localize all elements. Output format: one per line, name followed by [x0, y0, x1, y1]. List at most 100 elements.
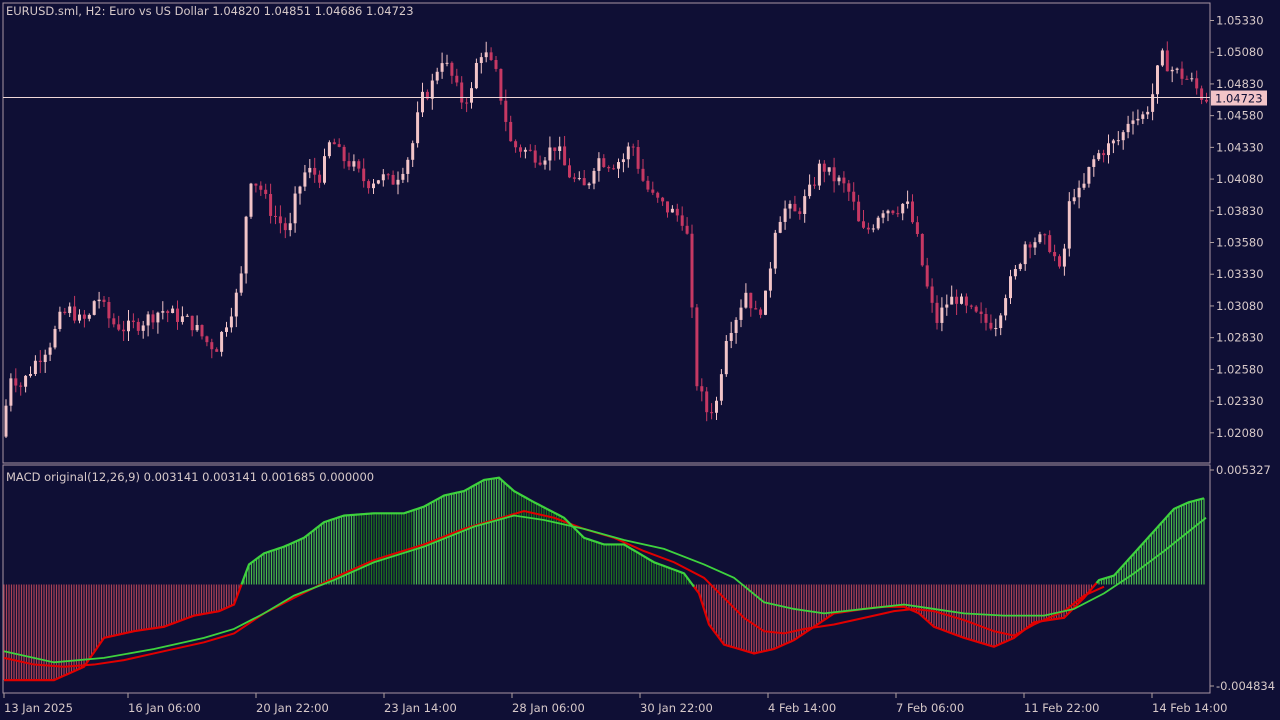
- candle: [729, 321, 733, 349]
- candle-body: [4, 405, 8, 437]
- candle: [1038, 231, 1042, 244]
- candle: [465, 98, 469, 113]
- candle: [666, 201, 669, 218]
- candle-body: [117, 324, 121, 330]
- candle-body: [455, 75, 459, 83]
- candle-body: [430, 80, 434, 99]
- candle-body: [602, 158, 606, 168]
- candle: [1111, 138, 1115, 154]
- candle-body: [367, 181, 371, 189]
- candle-body: [195, 325, 199, 331]
- candle-body: [303, 172, 307, 187]
- candle-body: [1028, 244, 1032, 248]
- time-axis-label: 11 Feb 22:00: [1024, 701, 1099, 715]
- candle-body: [97, 299, 101, 302]
- candle-body: [254, 183, 258, 186]
- candle: [318, 170, 322, 189]
- candle: [136, 318, 140, 335]
- candle-body: [577, 178, 581, 180]
- candle: [460, 76, 464, 110]
- candle: [533, 144, 537, 168]
- candle: [249, 182, 253, 219]
- price-axis-label: 1.05330: [1216, 13, 1264, 27]
- candle-body: [607, 167, 611, 169]
- candle: [739, 299, 743, 328]
- candle-body: [514, 141, 518, 148]
- candle: [455, 68, 459, 87]
- candle-body: [617, 162, 620, 169]
- candle: [1121, 130, 1125, 150]
- candle-body: [930, 286, 934, 303]
- candle: [700, 378, 704, 402]
- candle-body: [381, 174, 385, 181]
- candle: [372, 178, 375, 194]
- candle: [323, 148, 326, 185]
- candle: [1200, 85, 1204, 105]
- candle: [367, 179, 371, 194]
- candle: [430, 73, 434, 110]
- candle: [724, 335, 728, 377]
- candle: [73, 295, 77, 324]
- candle: [43, 349, 47, 373]
- candle-body: [136, 321, 140, 331]
- candle-body: [969, 305, 973, 307]
- candle-body: [592, 170, 596, 184]
- time-axis: 13 Jan 2025 16 Jan 06:00 20 Jan 22:00 23 Ja…: [3, 693, 1227, 715]
- candle: [915, 216, 919, 237]
- macd-line: [3, 514, 1207, 664]
- candle: [1126, 115, 1130, 139]
- candle: [568, 158, 571, 179]
- candle: [626, 142, 630, 168]
- candle: [680, 206, 684, 231]
- candle: [871, 224, 875, 233]
- price-axis-label: 1.02580: [1216, 362, 1264, 376]
- candle-body: [710, 412, 714, 414]
- candle: [1058, 254, 1061, 269]
- candle-body: [1013, 269, 1017, 277]
- candle: [19, 382, 23, 396]
- candle: [63, 307, 67, 315]
- candle: [391, 170, 395, 185]
- candle-body: [357, 161, 361, 169]
- candle: [269, 183, 273, 224]
- candle-body: [915, 222, 919, 234]
- candle-body: [1082, 183, 1086, 188]
- candle-body: [533, 150, 537, 163]
- candle-body: [783, 208, 787, 222]
- price-axis-label: 1.02080: [1216, 426, 1264, 440]
- candle: [822, 160, 826, 183]
- candle-body: [68, 306, 72, 314]
- candle: [229, 307, 233, 333]
- candle: [97, 291, 101, 309]
- candle: [587, 182, 591, 189]
- candle: [484, 41, 488, 63]
- candle-body: [38, 360, 42, 363]
- candle: [842, 171, 846, 193]
- candle: [862, 209, 865, 230]
- candle: [1077, 180, 1081, 209]
- candle-body: [1018, 264, 1022, 270]
- candle: [1028, 241, 1032, 259]
- candle: [999, 313, 1003, 336]
- candles-layer: [4, 41, 1208, 438]
- candle-body: [1126, 123, 1130, 133]
- candle: [102, 295, 106, 308]
- candle: [734, 317, 738, 344]
- candle: [161, 301, 165, 320]
- candle-body: [582, 178, 586, 186]
- candle: [225, 321, 228, 337]
- candle-body: [460, 82, 464, 103]
- candle: [651, 181, 655, 196]
- candle-body: [964, 296, 968, 306]
- candle-body: [1048, 235, 1052, 253]
- candle: [112, 313, 116, 328]
- candle: [435, 67, 439, 85]
- candle: [1160, 48, 1164, 67]
- candle: [886, 209, 890, 222]
- candle-body: [229, 316, 233, 328]
- candle: [641, 158, 645, 182]
- candle: [494, 56, 498, 72]
- candle-body: [421, 91, 424, 113]
- candle-body: [793, 203, 797, 212]
- candle: [220, 330, 224, 357]
